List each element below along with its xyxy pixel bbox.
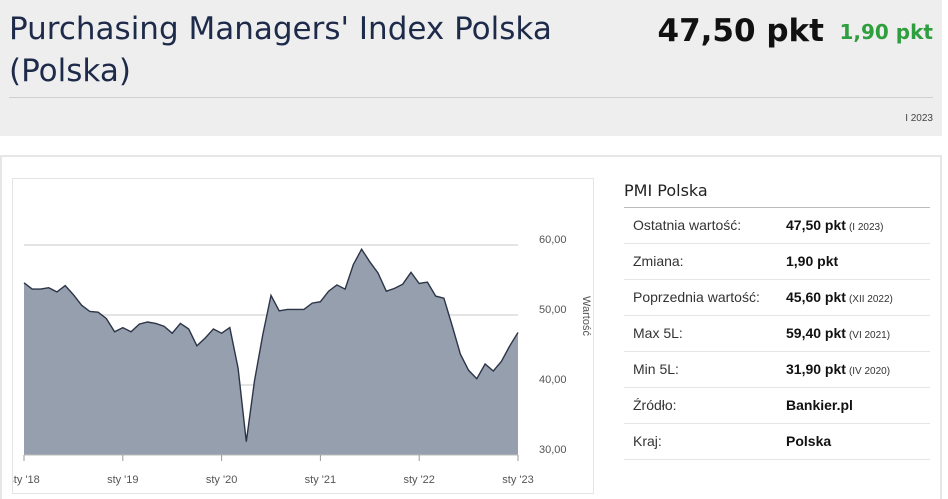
change-value: 1,90 pkt xyxy=(839,20,934,44)
info-row-value: 59,40 pkt (VI 2021) xyxy=(786,325,891,341)
info-row: Zmiana: 1,90 pkt xyxy=(624,244,930,280)
chart-container: sty '18 sty '19 sty '20 sty '21 sty '22 sty '… xyxy=(12,178,594,494)
series-line xyxy=(23,247,519,442)
info-row-label: Kraj: xyxy=(633,433,662,449)
info-row: Kraj: Polska xyxy=(624,424,930,460)
info-row-date: (I 2023) xyxy=(848,222,884,233)
info-row-value: 1,90 pkt xyxy=(786,253,839,269)
info-rows: Ostatnia wartość: 47,50 pkt (I 2023) Zmiana… xyxy=(624,208,930,460)
x-tick-label: sty '20 xyxy=(206,474,237,486)
content-panel xyxy=(0,155,942,499)
y-tick-label: 60,00 xyxy=(539,234,567,246)
info-row-date: (XII 2022) xyxy=(848,294,893,305)
info-row-date: (IV 2020) xyxy=(848,366,891,377)
info-row-value: Bankier.pl xyxy=(786,397,853,413)
info-row: Źródło: Bankier.pl xyxy=(624,388,930,424)
info-row-value: 47,50 pkt (I 2023) xyxy=(786,217,884,233)
info-row-label: Ostatnia wartość: xyxy=(633,217,742,233)
x-tick-label: sty '21 xyxy=(305,474,336,486)
info-row: Min 5L: 31,90 pkt (IV 2020) xyxy=(624,352,930,388)
y-tick-label: 50,00 xyxy=(539,304,567,316)
current-value: 47,50 pkt xyxy=(657,13,824,49)
info-row-label: Źródło: xyxy=(633,397,677,413)
series-area xyxy=(24,249,518,455)
info-row-label: Max 5L: xyxy=(633,325,683,341)
info-row-label: Zmiana: xyxy=(633,253,684,269)
info-row-date: (VI 2021) xyxy=(848,330,891,341)
pmi-chart: sty '18 sty '19 sty '20 sty '21 sty '22 sty '… xyxy=(13,234,592,486)
info-panel: PMI Polska Ostatnia wartość: 47,50 pkt (I … xyxy=(624,180,930,460)
info-title: PMI Polska xyxy=(624,180,930,208)
y-tick-label: 30,00 xyxy=(539,444,567,456)
info-row: Poprzednia wartość: 45,60 pkt (XII 2022) xyxy=(624,280,930,316)
info-row-value: Polska xyxy=(786,433,832,449)
x-tick-label: sty '23 xyxy=(502,474,533,486)
y-axis-label: Wartość xyxy=(580,296,592,336)
info-row: Max 5L: 59,40 pkt (VI 2021) xyxy=(624,316,930,352)
header-bar: Purchasing Managers' Index Polska (Polsk… xyxy=(0,0,942,136)
page-title: Purchasing Managers' Index Polska (Polsk… xyxy=(9,11,552,89)
info-row-label: Min 5L: xyxy=(633,361,679,377)
data-date: I 2023 xyxy=(905,113,933,124)
info-row-label: Poprzednia wartość: xyxy=(633,289,760,305)
x-tick-label: sty '18 xyxy=(13,474,40,486)
info-row-value: 45,60 pkt (XII 2022) xyxy=(786,289,893,305)
y-tick-label: 40,00 xyxy=(539,374,567,386)
header-divider xyxy=(9,97,933,98)
info-row-value: 31,90 pkt (IV 2020) xyxy=(786,361,891,377)
x-tick-label: sty '22 xyxy=(403,474,434,486)
info-row: Ostatnia wartość: 47,50 pkt (I 2023) xyxy=(624,208,930,244)
x-tick-label: sty '19 xyxy=(107,474,138,486)
